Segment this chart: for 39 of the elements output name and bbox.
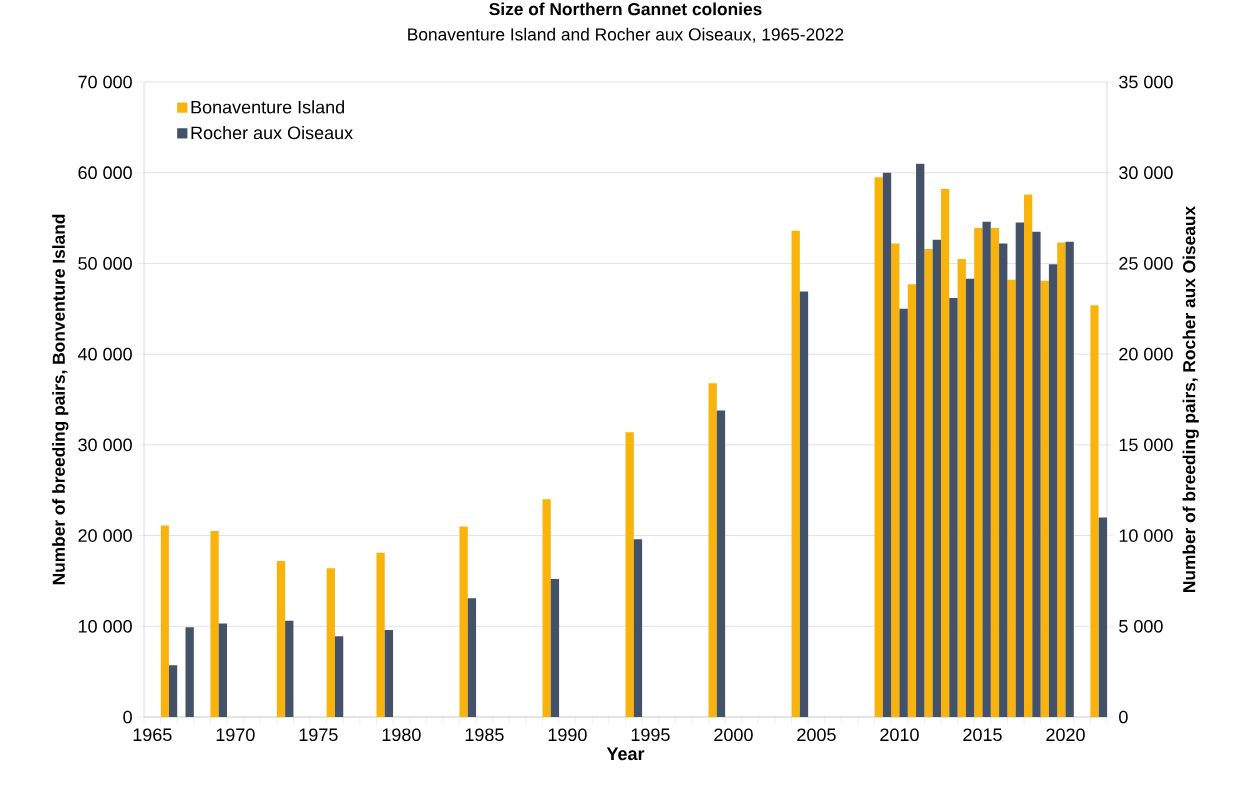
- bar: [168, 665, 178, 717]
- x-tick-label: 1995: [631, 728, 670, 742]
- x-tick-label: 1965: [133, 728, 172, 742]
- chart-subtitle: Bonaventure Island and Rocher aux Oiseaux, 1965-2022: [408, 27, 844, 43]
- y2-tick-label: 5 000: [1119, 619, 1163, 633]
- y-tick-label: 20 000: [78, 529, 132, 542]
- x-tick-label: 1970: [216, 728, 255, 742]
- y2-axis-title: Number of breeding pairs, Rocher aux Oiseaux: [1182, 206, 1199, 592]
- y-tick-label: 50 000: [78, 257, 132, 270]
- legend-label: Rocher aux Oiseaux: [191, 126, 353, 140]
- x-tick-label: 2010: [880, 728, 919, 742]
- y-tick-label: 40 000: [77, 347, 132, 361]
- y2-tick-label: 35 000: [1119, 75, 1173, 89]
- x-tick-label: 2000: [714, 728, 753, 742]
- x-tick-label: 1975: [299, 728, 338, 742]
- y-tick-label: 30 000: [78, 438, 132, 452]
- y2-tick-label: 0: [1119, 710, 1128, 724]
- bar: [1090, 305, 1099, 717]
- x-tick-label: 1990: [548, 728, 587, 742]
- y-tick-label: 70 000: [78, 75, 132, 89]
- x-tick-label: 2015: [963, 728, 1002, 742]
- bar: [160, 525, 169, 717]
- x-tick-label: 2020: [1046, 728, 1085, 742]
- x-tick-label: 1980: [382, 728, 421, 742]
- y2-tick-label: 20 000: [1119, 347, 1173, 361]
- y2-tick-label: 15 000: [1119, 438, 1173, 452]
- y-tick-label: 10 000: [78, 619, 132, 633]
- y-axis-title: Number of breeding pairs, Bonventure Island: [52, 214, 69, 585]
- y2-tick-label: 10 000: [1119, 529, 1173, 542]
- y2-tick-label: 25 000: [1119, 257, 1173, 270]
- x-axis-title: Year: [606, 747, 645, 761]
- x-tick-label: 2005: [797, 728, 836, 742]
- y-tick-label: 60 000: [78, 166, 132, 180]
- bar: [185, 627, 194, 717]
- chart-title: Size of Northern Gannet colonies: [489, 2, 762, 16]
- x-tick-label: 1985: [465, 728, 504, 742]
- y-tick-label: 0: [123, 710, 132, 724]
- y2-tick-label: 30 000: [1119, 166, 1173, 180]
- legend-label: Bonaventure Island: [191, 100, 344, 114]
